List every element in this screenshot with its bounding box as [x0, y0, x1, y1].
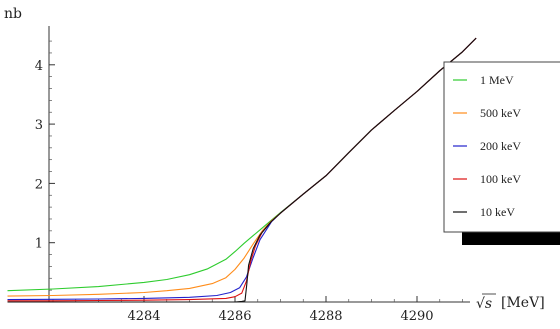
legend-box — [443, 61, 560, 233]
x-axis-label: √s [MeV] — [476, 293, 545, 312]
x-axis-label-unit: [MeV] — [501, 295, 545, 311]
y-tick-label: 4 — [35, 59, 43, 74]
legend-shadow — [462, 232, 560, 245]
legend-label: 100 keV — [480, 172, 521, 186]
y-tick-label: 3 — [35, 118, 43, 133]
x-tick-label: 4290 — [400, 309, 433, 324]
legend-label: 500 keV — [480, 106, 521, 120]
y-tick-label: 1 — [35, 237, 43, 252]
series-line-500-kev — [7, 37, 477, 297]
x-tick-label: 4288 — [309, 309, 342, 324]
legend-label: 10 keV — [480, 205, 515, 219]
y-ticks: 1 2 3 4 — [35, 40, 55, 291]
series-lines — [7, 37, 477, 303]
x-ticks: 4284 4286 4288 4290 — [52, 296, 463, 324]
x-tick-label: 4284 — [127, 309, 160, 324]
legend: 1 MeV 500 keV 200 keV 100 keV 10 keV — [443, 61, 560, 245]
series-line-10-kev — [7, 37, 477, 303]
y-axis-label: nb — [4, 6, 22, 22]
series-line-1-mev — [7, 37, 477, 292]
legend-label: 1 MeV — [480, 73, 514, 87]
legend-label: 200 keV — [480, 139, 521, 153]
x-tick-label: 4286 — [218, 309, 251, 324]
x-axis-label-math: √s — [476, 296, 492, 312]
y-tick-label: 2 — [35, 177, 43, 192]
